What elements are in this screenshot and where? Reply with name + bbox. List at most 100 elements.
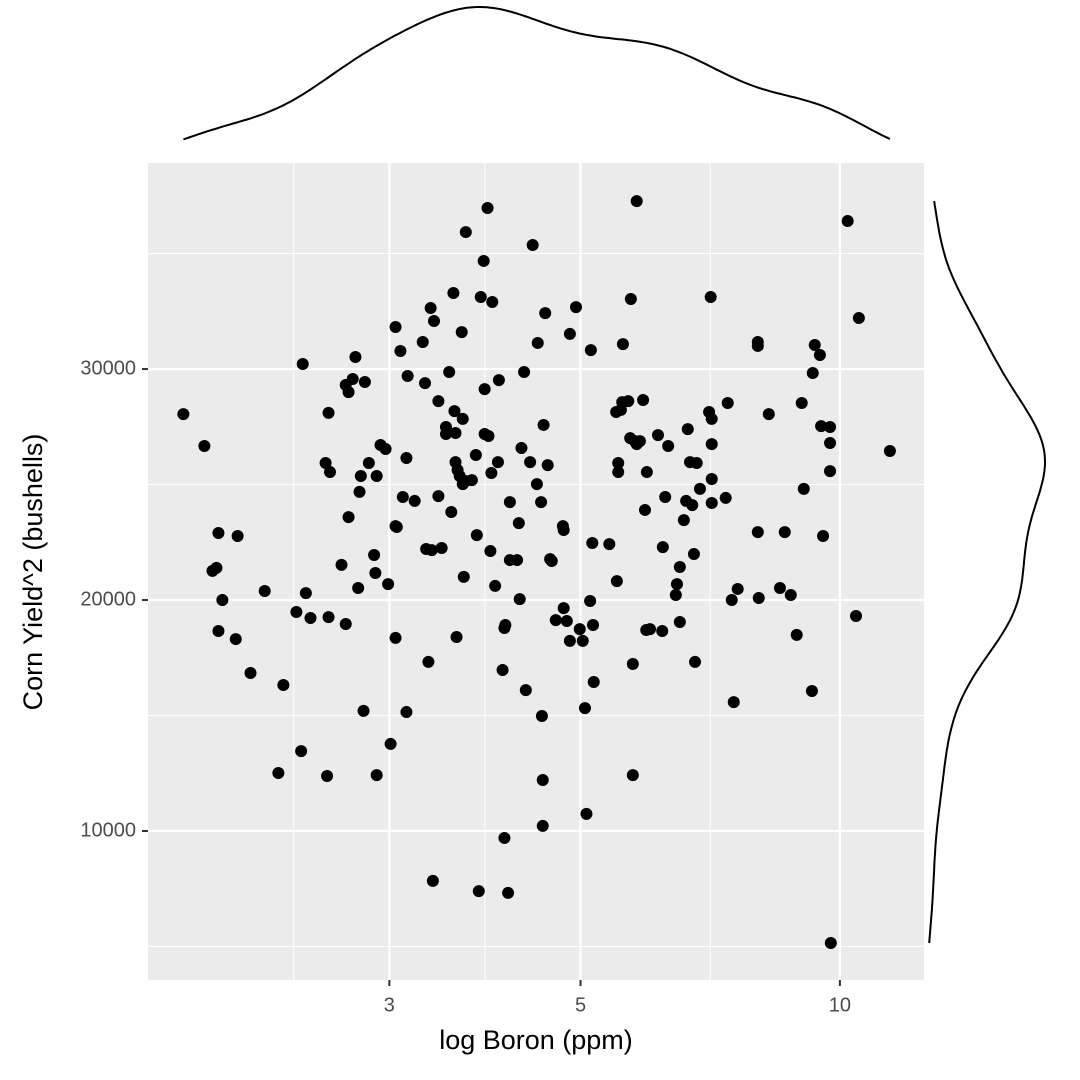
x-tick-label: 5: [575, 994, 586, 1016]
x-axis-title: log Boron (ppm): [439, 1025, 633, 1055]
point: [578, 702, 591, 715]
point: [526, 239, 539, 252]
point: [693, 482, 706, 495]
point: [370, 769, 383, 782]
point: [524, 456, 537, 469]
point: [498, 831, 511, 844]
point: [354, 469, 367, 482]
point: [563, 634, 576, 647]
point: [705, 497, 718, 510]
point: [584, 344, 597, 357]
point: [445, 506, 458, 519]
point: [382, 578, 395, 591]
point: [610, 575, 623, 588]
point: [633, 435, 646, 448]
point: [841, 214, 854, 227]
point: [824, 436, 837, 449]
point: [447, 287, 460, 300]
point: [719, 491, 732, 504]
point: [342, 511, 355, 524]
point: [513, 593, 526, 606]
point: [295, 745, 308, 758]
point: [795, 396, 808, 409]
point: [212, 624, 225, 637]
point: [322, 406, 335, 419]
panel: [148, 163, 924, 980]
point: [432, 490, 445, 503]
point: [705, 438, 718, 451]
point: [400, 451, 413, 464]
point: [603, 538, 616, 551]
point: [449, 427, 462, 440]
point: [400, 706, 413, 719]
point: [457, 570, 470, 583]
point: [321, 770, 334, 783]
point: [212, 527, 225, 540]
point: [362, 457, 375, 470]
x-tick-label: 3: [384, 994, 395, 1016]
point: [369, 567, 382, 580]
point: [427, 314, 440, 327]
point: [394, 345, 407, 358]
point: [530, 478, 543, 491]
y-axis-title: Corn Yield^2 (bushells): [18, 434, 48, 711]
point: [797, 482, 810, 495]
point: [492, 374, 505, 387]
point: [815, 420, 828, 433]
point: [353, 485, 366, 498]
point: [806, 366, 819, 379]
point: [396, 491, 409, 504]
point: [244, 667, 257, 680]
point: [296, 357, 309, 370]
point: [531, 336, 544, 349]
point: [489, 579, 502, 592]
point: [216, 594, 229, 607]
point: [511, 554, 524, 567]
point: [304, 612, 317, 625]
point: [630, 195, 643, 208]
point: [456, 412, 469, 425]
point: [813, 348, 826, 361]
point: [448, 405, 461, 418]
point: [557, 524, 570, 537]
point: [177, 408, 190, 421]
point: [549, 614, 562, 627]
point: [478, 383, 491, 396]
point: [491, 456, 504, 469]
point: [637, 393, 650, 406]
point: [587, 618, 600, 631]
point: [535, 709, 548, 722]
point: [379, 442, 392, 455]
point: [370, 469, 383, 482]
point: [817, 530, 830, 543]
point: [824, 465, 837, 478]
point: [384, 737, 397, 750]
point: [576, 634, 589, 647]
point: [472, 885, 485, 898]
point: [482, 430, 495, 443]
point: [389, 631, 402, 644]
point: [210, 561, 223, 574]
point: [824, 421, 837, 434]
point: [408, 494, 421, 507]
point: [705, 412, 718, 425]
point: [586, 536, 599, 549]
point: [425, 544, 438, 557]
point: [469, 448, 482, 461]
point: [560, 615, 573, 628]
point: [486, 296, 499, 309]
point: [656, 624, 669, 637]
point: [319, 457, 332, 470]
point: [805, 685, 818, 698]
point: [432, 395, 445, 408]
point: [459, 226, 472, 239]
point: [537, 418, 550, 431]
point: [419, 377, 432, 390]
point: [587, 676, 600, 689]
point: [751, 339, 764, 352]
point: [638, 503, 651, 516]
point: [519, 684, 532, 697]
point: [515, 442, 528, 455]
point: [669, 588, 682, 601]
